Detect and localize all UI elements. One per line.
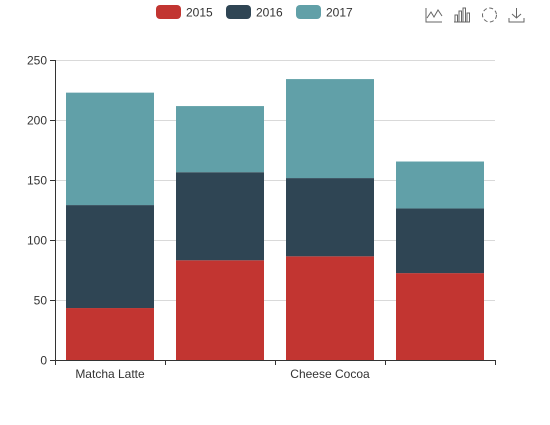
legend-swatch: [156, 5, 181, 19]
bar-chart-icon[interactable]: [454, 7, 470, 23]
y-tick-label: 250: [27, 54, 47, 68]
bar-2017-matcha-latte[interactable]: [66, 92, 154, 206]
bar-2017-milk-tea[interactable]: [176, 106, 264, 173]
restore-glyph: [482, 7, 497, 23]
bar-2015-matcha-latte[interactable]: [66, 308, 154, 360]
axes: 0 50 100 150 200 250 Matcha Latte Cheese Cocoa: [27, 54, 496, 381]
toolbox: [425, 7, 525, 23]
y-tick-label: 0: [40, 354, 47, 368]
line-chart-icon[interactable]: [425, 8, 443, 23]
bar-2015-cheese-cocoa[interactable]: [286, 256, 374, 360]
bar-2016-cheese-cocoa[interactable]: [286, 178, 374, 257]
x-tick-label: Matcha Latte: [75, 367, 145, 381]
bar-2016-matcha-latte[interactable]: [66, 205, 154, 309]
bar-2015-milk-tea[interactable]: [176, 260, 264, 360]
bars: [66, 79, 484, 360]
legend-label: 2017: [326, 6, 353, 20]
x-tick-label: Cheese Cocoa: [290, 367, 370, 381]
legend: 2015 2016 2017: [156, 5, 353, 20]
legend-swatch: [296, 5, 321, 19]
legend-label: 2015: [186, 6, 213, 20]
download-icon[interactable]: [508, 8, 525, 23]
y-tick-label: 150: [27, 174, 47, 188]
bar-chart-glyph: [454, 7, 470, 23]
line-chart-glyph: [425, 8, 443, 23]
bar-2017-cheese-cocoa[interactable]: [286, 79, 374, 179]
legend-label: 2016: [256, 6, 283, 20]
legend-item-2017[interactable]: 2017: [296, 5, 353, 20]
y-tick-label: 50: [34, 294, 48, 308]
y-tick-label: 100: [27, 234, 47, 248]
download-glyph: [508, 8, 525, 23]
legend-swatch: [226, 5, 251, 19]
bar-2017-walnut-brownie[interactable]: [396, 161, 484, 209]
legend-item-2015[interactable]: 2015: [156, 5, 213, 20]
bar-2016-walnut-brownie[interactable]: [396, 208, 484, 274]
bar-2016-milk-tea[interactable]: [176, 172, 264, 261]
bar-2015-walnut-brownie[interactable]: [396, 273, 484, 360]
restore-icon[interactable]: [482, 7, 497, 23]
legend-item-2016[interactable]: 2016: [226, 5, 283, 20]
y-tick-label: 200: [27, 114, 47, 128]
